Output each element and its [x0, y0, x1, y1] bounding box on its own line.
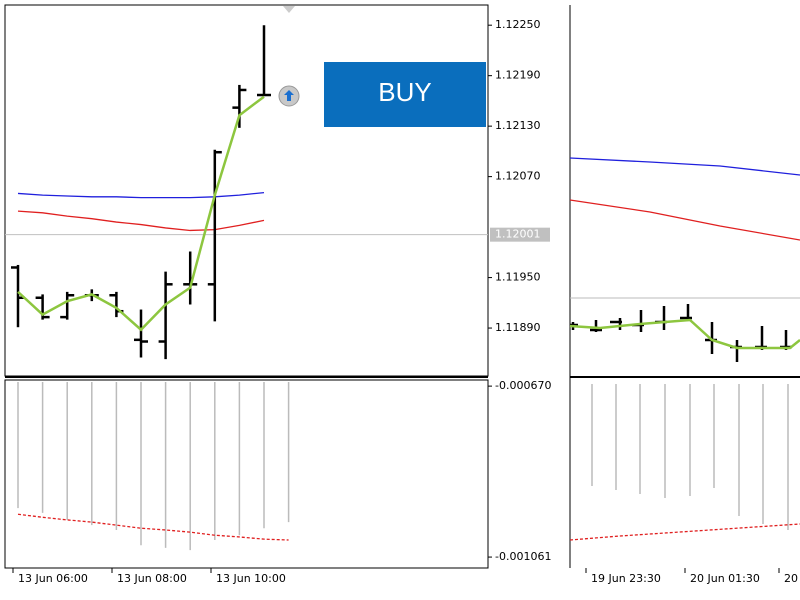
trade-icon[interactable] [278, 85, 300, 107]
trade-icon-arrow[interactable] [284, 90, 294, 101]
current-price-label: 1.12001 [495, 228, 541, 241]
green-ma-line [17, 95, 265, 332]
time-label: 19 Jun 23:30 [591, 572, 661, 585]
time-label: 13 Jun 08:00 [117, 572, 187, 585]
shift-marker [283, 6, 295, 13]
price-tick-label: 1.11950 [495, 271, 541, 284]
right-signal [569, 523, 800, 541]
blue-ma-line [17, 191, 265, 199]
right-ma-line [569, 318, 800, 350]
price-tick-label: 1.11890 [495, 321, 541, 334]
indicator-panel [4, 379, 489, 569]
indicator-tick-label: -0.001061 [495, 550, 551, 563]
right-red-line [569, 199, 800, 241]
right-blue-line [569, 157, 800, 176]
buy-label[interactable]: BUY [378, 77, 431, 107]
price-tick-label: 1.12070 [495, 170, 541, 183]
time-label: 13 Jun 06:00 [18, 572, 88, 585]
time-label: 20 [784, 572, 798, 585]
right-chart [569, 157, 800, 541]
right-histogram [591, 384, 789, 530]
time-label: 13 Jun 10:00 [216, 572, 286, 585]
buy-button-bg[interactable] [324, 62, 486, 127]
signal-line [17, 513, 289, 541]
price-tick-label: 1.12250 [495, 18, 541, 31]
time-label: 20 Jun 01:30 [690, 572, 760, 585]
red-ma-line [17, 210, 265, 232]
price-tick-label: 1.12130 [495, 119, 541, 132]
current-price-box [490, 227, 550, 242]
right-bars [570, 304, 792, 362]
price-tick-label: 1.12190 [495, 69, 541, 82]
buy-button[interactable]: BUY [324, 62, 486, 127]
indicator-tick-label: -0.000670 [495, 379, 551, 392]
main-panel [4, 4, 489, 377]
